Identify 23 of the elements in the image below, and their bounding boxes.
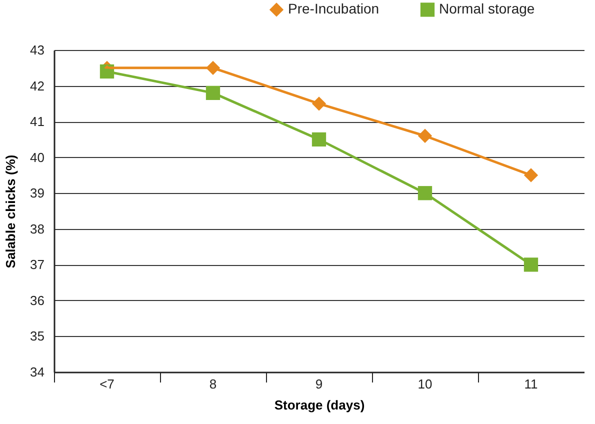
y-tick-label: 41 [30, 114, 44, 130]
y-tick-label: 39 [30, 186, 44, 201]
y-tick-label: 34 [30, 364, 44, 380]
legend-label: Pre-Incubation [288, 0, 380, 17]
y-tick-label: 42 [30, 78, 44, 94]
point [524, 258, 538, 272]
x-axis-title: Storage (days) [274, 398, 365, 412]
y-tick-label: 37 [30, 257, 44, 272]
point [312, 132, 326, 147]
point [524, 168, 538, 182]
x-tick-label: <7 [100, 376, 114, 392]
y-tick-label: 43 [30, 42, 44, 58]
x-tick-label: 9 [315, 376, 323, 392]
y-axis-title: Salable chicks (%) [3, 154, 18, 268]
x-tick-label: 8 [209, 376, 217, 392]
x-tick-label: 11 [524, 376, 538, 392]
y-tick-label: 40 [30, 150, 44, 165]
y-tick-label: 38 [30, 221, 44, 236]
legend-label: Normal storage [439, 0, 535, 17]
x-tick-label: 10 [418, 376, 432, 392]
y-tick-label: 36 [30, 292, 44, 308]
y-tick-label: 35 [30, 328, 44, 344]
point [206, 86, 220, 100]
